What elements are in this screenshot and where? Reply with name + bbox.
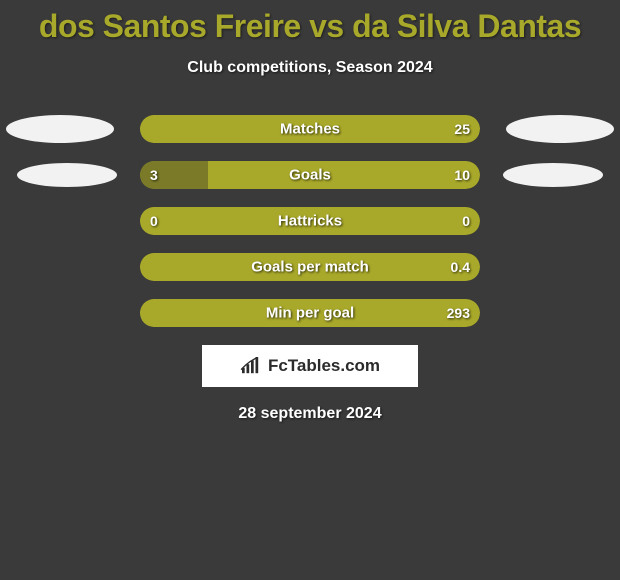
stat-value-right: 0.4 xyxy=(451,259,470,275)
stat-value-right: 293 xyxy=(447,305,470,321)
stat-bar: 0.4 Goals per match xyxy=(140,253,480,281)
stat-label: Goals xyxy=(289,167,331,184)
logo-box: FcTables.com xyxy=(202,345,418,387)
stat-value-left: 0 xyxy=(150,213,158,229)
stat-bar: 0 0 Hattricks xyxy=(140,207,480,235)
stat-bar: 3 10 Goals xyxy=(140,161,480,189)
player-badge-left xyxy=(17,163,117,187)
stat-row: 293 Min per goal xyxy=(0,299,620,327)
player-badge-right xyxy=(506,115,614,143)
stat-bar: 25 Matches xyxy=(140,115,480,143)
comparison-card: dos Santos Freire vs da Silva Dantas Clu… xyxy=(0,0,620,423)
subtitle: Club competitions, Season 2024 xyxy=(0,59,620,77)
stat-value-left: 3 xyxy=(150,167,158,183)
date-label: 28 september 2024 xyxy=(0,405,620,423)
chart-bar-icon xyxy=(240,357,262,375)
stat-value-right: 25 xyxy=(454,121,470,137)
stat-label: Hattricks xyxy=(278,213,342,230)
stat-row: 0.4 Goals per match xyxy=(0,253,620,281)
player-badge-left xyxy=(6,115,114,143)
logo-text: FcTables.com xyxy=(268,356,380,376)
stat-row: 25 Matches xyxy=(0,115,620,143)
player-badge-right xyxy=(503,163,603,187)
stats-area: 25 Matches 3 10 Goals 0 0 Hattricks 0.4 Goals per… xyxy=(0,115,620,327)
stat-row: 3 10 Goals xyxy=(0,161,620,189)
stat-row: 0 0 Hattricks xyxy=(0,207,620,235)
stat-label: Min per goal xyxy=(266,305,354,322)
page-title: dos Santos Freire vs da Silva Dantas xyxy=(0,0,620,45)
stat-bar: 293 Min per goal xyxy=(140,299,480,327)
stat-label: Matches xyxy=(280,121,340,138)
stat-label: Goals per match xyxy=(251,259,369,276)
stat-value-right: 10 xyxy=(454,167,470,183)
stat-value-right: 0 xyxy=(462,213,470,229)
